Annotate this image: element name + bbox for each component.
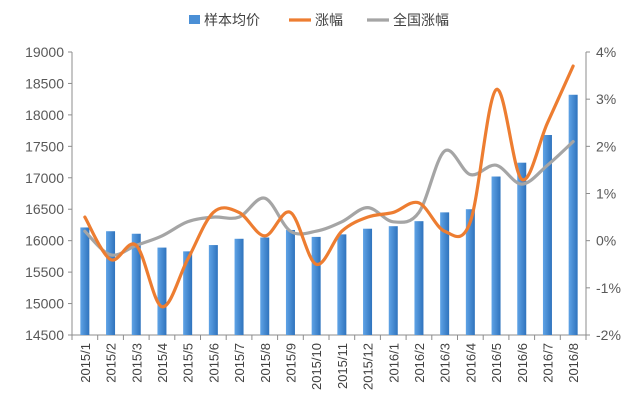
y-left-tick-label: 18500 <box>25 75 64 91</box>
y-left-tick-label: 15000 <box>25 296 64 312</box>
x-tick-label: 2015/4 <box>155 343 170 383</box>
x-tick-label: 2016/2 <box>412 343 427 383</box>
x-tick-label: 2016/8 <box>566 343 581 383</box>
legend-swatch-bar <box>189 15 200 24</box>
y-right-tick-label: 3% <box>596 91 616 107</box>
x-tick-label: 2015/2 <box>104 343 119 383</box>
bar-2016-4 <box>465 209 475 335</box>
y-left-tick-label: 16500 <box>25 201 64 217</box>
y-left-tick-label: 19000 <box>25 44 64 60</box>
bar-2015-7 <box>234 238 244 335</box>
x-tick-label: 2015/6 <box>206 343 221 383</box>
bar-2016-7 <box>542 135 552 335</box>
bar-2016-8 <box>568 94 578 336</box>
x-tick-label: 2015/1 <box>78 343 93 383</box>
x-tick-label: 2016/5 <box>489 343 504 383</box>
x-tick-label: 2016/6 <box>515 343 530 383</box>
bar-2015-12 <box>363 228 373 335</box>
x-tick-label: 2015/11 <box>335 343 350 389</box>
line-quanguo-zhangfu <box>83 140 575 257</box>
line-zhangfu <box>83 64 575 309</box>
bar-2016-6 <box>517 162 527 335</box>
line-series <box>83 64 575 309</box>
y-left-tick-label: 17000 <box>25 170 64 186</box>
x-tick-label: 2016/7 <box>540 343 555 383</box>
axes <box>68 51 590 340</box>
x-tick-label: 2016/3 <box>438 343 453 383</box>
y-right-tick-label: -2% <box>596 327 621 343</box>
y-left-tick-label: 14500 <box>25 327 64 343</box>
bar-2015-1 <box>80 227 90 335</box>
bar-2015-10 <box>311 236 321 335</box>
y-left-tick-label: 18000 <box>25 107 64 123</box>
legend-label: 全国涨幅 <box>393 12 449 29</box>
y-right-tick-label: -1% <box>596 280 621 296</box>
bar-2015-11 <box>337 234 347 335</box>
bar-2015-9 <box>285 229 295 335</box>
x-tick-label: 2015/8 <box>258 343 273 383</box>
legend-label: 涨幅 <box>315 13 343 29</box>
y-left-tick-label: 17500 <box>25 138 64 154</box>
bar-2016-5 <box>491 176 501 335</box>
bar-2016-3 <box>440 212 450 335</box>
bar-2015-6 <box>208 245 218 335</box>
bar-2015-3 <box>131 233 141 335</box>
bar-2015-4 <box>157 247 167 335</box>
y-right-tick-label: 1% <box>596 186 616 202</box>
bar-2016-1 <box>388 226 398 335</box>
x-tick-label: 2015/7 <box>232 343 247 383</box>
bar-series <box>80 94 578 336</box>
y-left-tick-label: 16000 <box>25 233 64 249</box>
y-right-tick-label: 0% <box>596 233 616 249</box>
bar-2015-5 <box>183 251 193 335</box>
y-right-tick-label: 2% <box>596 138 616 154</box>
y-right-tick-label: 4% <box>596 44 616 60</box>
y-left-tick-label: 15500 <box>25 264 64 280</box>
x-tick-label: 2015/9 <box>283 343 298 383</box>
legend-label: 样本均价 <box>204 13 260 29</box>
bar-2015-2 <box>106 231 116 335</box>
tick-labels: 14500 15000 15500 16000 16500 17000 17500 18000… <box>25 44 621 390</box>
x-tick-label: 2015/3 <box>129 343 144 383</box>
legend: 样本均价 涨幅 全国涨幅 <box>189 12 449 29</box>
bar-2015-8 <box>260 237 270 335</box>
x-tick-label: 2015/10 <box>309 343 324 390</box>
x-tick-label: 2015/5 <box>181 343 196 383</box>
bar-2016-2 <box>414 221 424 335</box>
x-tick-label: 2016/4 <box>463 343 478 383</box>
x-tick-label: 2015/12 <box>361 343 376 390</box>
x-tick-label: 2016/1 <box>386 343 401 383</box>
